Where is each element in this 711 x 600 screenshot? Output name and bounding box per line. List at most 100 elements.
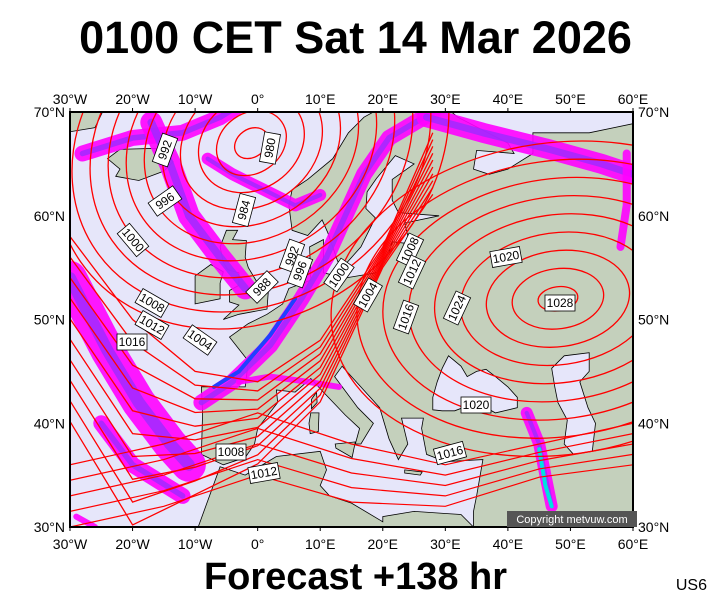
isobar [125,112,378,262]
isobar-label-text: 1008 [218,445,245,459]
isobar-label: 980 [259,131,281,165]
lon-tick-bottom: 60°E [618,536,649,552]
land-sardinia [308,412,320,435]
model-code: US6 [675,577,707,594]
forecast-hour: Forecast +138 hr [203,556,508,598]
lon-tick-bottom: 30°W [53,536,88,552]
isobar [89,112,414,296]
lon-tick-top: 0° [251,91,264,107]
isobar [70,453,633,512]
isobar [70,412,633,466]
map-frame [69,111,634,528]
isobar [70,166,434,441]
isobar [70,173,434,458]
isobar [70,464,633,527]
lat-tick-left: 60°N [34,208,65,224]
precip-band-core [98,420,186,499]
precipitation-layer [70,112,633,527]
precip-band-core [198,112,436,406]
precip-band-core [423,113,633,178]
lon-tick-bottom: 10°W [178,536,213,552]
isobar-label: 996 [147,185,183,217]
lat-tick-left: 30°N [34,519,65,535]
isobar-label: 1028 [544,294,576,312]
isobar-label-text: 992 [155,138,175,162]
isobar-label-text: 1016 [119,335,146,349]
isobar [382,176,633,421]
isobar [70,159,434,427]
lon-tick-top: 50°E [555,91,586,107]
isobar-label: 1016 [116,333,148,351]
lat-tick-right: 40°N [638,415,669,431]
precip-band [73,513,98,527]
lat-tick-right: 60°N [638,208,669,224]
isobar-label: 1008 [215,443,247,461]
isobar-label: 1012 [247,462,281,484]
lat-tick-left: 50°N [34,312,65,328]
axis-ticks: 30°W 30°W 20°W 20°W 10°W 10°W 0° 0° 10°E 10°E 20°E… [34,91,670,552]
lat-tick-right: 30°N [638,519,669,535]
lon-tick-top: 20°E [368,91,399,107]
isobar [179,112,324,211]
isobar-label-text: 980 [261,137,278,159]
isobar-label: 1020 [460,396,492,414]
isobar [433,213,633,385]
lat-tick-left: 70°N [34,104,65,120]
isobar [70,187,434,503]
isobar [511,267,605,330]
lon-tick-bottom: 20°W [115,536,150,552]
isobar-label-text: 1020 [492,248,521,266]
lon-tick-bottom: 20°E [368,536,399,552]
isobar-label: 1016 [392,299,420,335]
precip-band [616,149,631,251]
isobar [197,112,305,194]
lon-tick-bottom: 10°E [305,536,336,552]
lon-tick-bottom: 50°E [555,536,586,552]
lat-tick-left: 40°N [34,415,65,431]
isobar-label-text: 996 [290,259,310,283]
isobar-label: 992 [151,132,179,168]
precip-band-core [70,272,195,471]
isobar [70,443,633,497]
isobar-label: 1020 [489,246,523,268]
isobar-label-text: 1028 [547,296,574,310]
isobar [70,153,434,414]
isobar [70,146,434,401]
isobar-label-text: 1016 [435,443,465,464]
lon-tick-bottom: 30°E [430,536,461,552]
precip-band-core [79,112,234,157]
caspian-sea [551,352,596,455]
isobar [70,132,434,383]
isobar [70,112,450,330]
lon-tick-top: 60°E [618,91,649,107]
copyright-text: Copyright metvuw.com [516,514,627,526]
isobar-label: 984 [231,192,257,228]
isobar [70,427,633,481]
lon-tick-top: 20°W [115,91,150,107]
lon-tick-top: 40°E [493,91,524,107]
precip-heavy [537,447,554,509]
isobar-label: 1016 [432,440,468,466]
lon-tick-bottom: 40°E [493,536,524,552]
precip-band [235,373,342,390]
lon-tick-top: 10°W [178,91,213,107]
lon-tick-top: 30°E [430,91,461,107]
isobar [215,112,287,177]
land-crete [404,469,423,476]
lon-tick-top: 10°E [305,91,336,107]
lat-tick-right: 50°N [638,312,669,328]
map-title: 0100 CET Sat 14 Mar 2026 [79,12,632,63]
precip-heavy [211,296,298,389]
isobar-label-text: 1012 [250,464,279,482]
copyright-box: Copyright metvuw.com [507,511,637,527]
isobar [485,249,631,348]
lon-tick-top: 30°W [53,91,88,107]
isobar-label: 996 [286,253,314,289]
isobar-label-text: 1020 [463,398,490,412]
isobar [70,194,434,526]
lon-tick-bottom: 0° [251,536,264,552]
isobar-label-text: 984 [235,198,254,221]
lat-tick-right: 70°N [638,104,669,120]
isobar [70,180,434,481]
